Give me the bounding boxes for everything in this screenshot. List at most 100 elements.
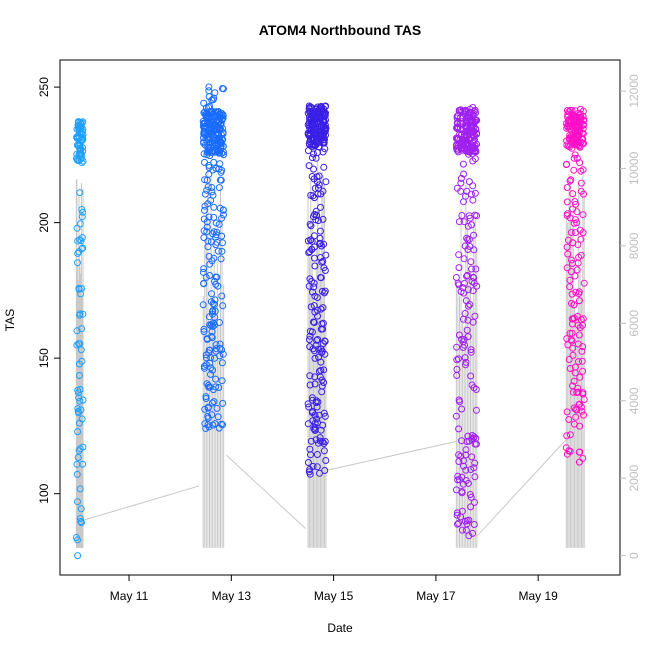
data-point — [75, 394, 83, 402]
data-point — [212, 219, 220, 227]
data-point — [304, 400, 312, 408]
data-point — [306, 141, 313, 149]
data-point — [218, 346, 226, 354]
altitude-connector-3 — [476, 439, 567, 537]
data-point — [570, 154, 578, 162]
data-point — [464, 246, 472, 253]
data-point — [306, 445, 314, 453]
data-point — [311, 292, 319, 300]
data-point — [79, 460, 87, 468]
data-point — [308, 173, 316, 180]
data-point — [77, 146, 85, 154]
data-point — [77, 518, 85, 525]
data-point — [219, 302, 227, 310]
data-point — [75, 447, 83, 455]
data-point — [468, 221, 476, 229]
data-point — [209, 136, 217, 144]
data-point — [309, 192, 317, 200]
data-point — [574, 384, 582, 392]
data-point — [76, 311, 84, 319]
data-point — [571, 151, 579, 159]
data-point — [76, 485, 84, 493]
data-point — [316, 469, 323, 477]
data-point — [204, 412, 212, 420]
data-point — [465, 178, 473, 186]
data-point — [566, 365, 574, 372]
data-point — [473, 129, 481, 137]
data-point — [313, 336, 321, 344]
data-point — [205, 423, 213, 431]
data-point — [78, 135, 86, 143]
data-point — [310, 194, 318, 202]
data-point — [79, 244, 87, 252]
data-point — [567, 268, 575, 276]
data-point — [318, 242, 325, 250]
data-point — [577, 251, 585, 259]
data-point — [306, 381, 314, 389]
data-point — [212, 345, 220, 353]
y-tick-label: 200 — [37, 212, 51, 232]
data-point — [307, 103, 315, 111]
data-point — [457, 174, 465, 182]
data-point — [218, 377, 226, 385]
data-point — [574, 259, 582, 267]
x-tick-label: May 17 — [416, 589, 456, 603]
data-point — [209, 307, 217, 315]
data-point — [566, 431, 574, 439]
data-point — [216, 204, 224, 212]
data-point — [74, 249, 82, 257]
data-point — [469, 529, 477, 537]
data-point — [565, 356, 573, 363]
data-point — [466, 214, 474, 222]
data-point — [471, 189, 479, 197]
data-point — [316, 234, 324, 242]
data-point — [316, 254, 324, 261]
data-point — [463, 272, 471, 280]
data-point — [202, 351, 210, 359]
data-point — [210, 203, 218, 211]
y2-tick-label: 10000 — [627, 151, 641, 185]
data-point — [467, 143, 475, 151]
data-point — [453, 184, 461, 192]
data-point — [463, 326, 471, 334]
x-tick-label: May 19 — [518, 589, 558, 603]
data-point — [317, 305, 325, 313]
data-point — [216, 319, 223, 326]
data-point — [563, 198, 571, 206]
data-point — [457, 179, 465, 187]
data-point — [307, 222, 315, 230]
data-point — [200, 119, 208, 127]
data-point — [455, 476, 463, 484]
data-point — [76, 397, 84, 405]
data-point — [218, 214, 226, 222]
data-point — [470, 231, 478, 239]
data-point — [77, 505, 85, 513]
data-point — [322, 457, 330, 464]
data-point — [214, 108, 222, 116]
data-point — [319, 215, 327, 223]
data-point — [215, 130, 222, 138]
data-point — [579, 454, 587, 462]
data-point — [209, 322, 217, 330]
data-point — [218, 116, 226, 124]
data-point — [466, 491, 474, 498]
y2-tick-label: 2000 — [627, 465, 641, 492]
data-point — [459, 160, 467, 168]
data-point — [205, 170, 213, 178]
y-axis-label: TAS — [3, 309, 17, 331]
data-point — [218, 166, 226, 174]
data-point — [579, 229, 587, 237]
data-point — [305, 468, 313, 476]
data-point — [455, 425, 463, 433]
data-point — [453, 509, 461, 517]
data-point — [455, 264, 463, 272]
data-point — [461, 107, 469, 115]
data-point — [569, 344, 577, 352]
data-point — [458, 437, 466, 445]
data-point — [208, 290, 215, 298]
data-point — [458, 526, 466, 534]
data-point — [74, 389, 82, 397]
data-point — [573, 208, 581, 216]
data-point — [455, 218, 463, 226]
data-point — [211, 277, 219, 285]
